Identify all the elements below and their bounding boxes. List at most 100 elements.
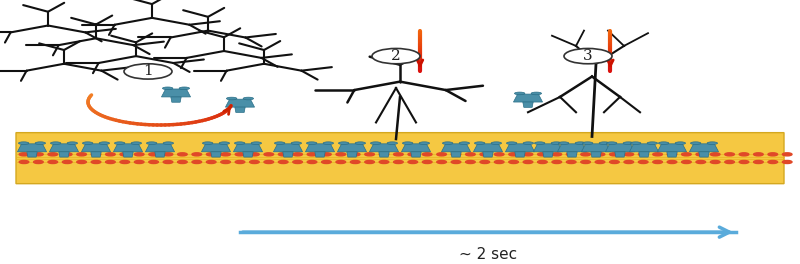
Polygon shape (347, 152, 357, 157)
Circle shape (250, 153, 259, 156)
Circle shape (120, 153, 130, 156)
Circle shape (106, 161, 115, 163)
Ellipse shape (419, 142, 430, 144)
Circle shape (451, 153, 461, 156)
Polygon shape (283, 152, 293, 157)
Ellipse shape (355, 142, 366, 144)
Circle shape (106, 153, 115, 156)
Circle shape (134, 153, 144, 156)
Circle shape (564, 49, 612, 64)
Circle shape (610, 153, 619, 156)
Ellipse shape (442, 142, 453, 144)
Polygon shape (667, 152, 677, 157)
Polygon shape (590, 152, 602, 157)
Polygon shape (274, 144, 302, 152)
Circle shape (408, 153, 418, 156)
Polygon shape (690, 144, 718, 152)
Polygon shape (338, 144, 366, 152)
Ellipse shape (50, 142, 61, 144)
Circle shape (437, 153, 446, 156)
Circle shape (372, 49, 420, 64)
Polygon shape (534, 144, 562, 152)
Circle shape (624, 153, 634, 156)
Circle shape (768, 161, 778, 163)
Ellipse shape (675, 142, 686, 144)
Polygon shape (474, 144, 502, 152)
Circle shape (206, 153, 216, 156)
Circle shape (91, 153, 101, 156)
Circle shape (322, 161, 331, 163)
Circle shape (437, 161, 446, 163)
Circle shape (19, 153, 29, 156)
Ellipse shape (582, 142, 593, 144)
Circle shape (667, 153, 677, 156)
Circle shape (221, 153, 230, 156)
Ellipse shape (131, 142, 142, 144)
Polygon shape (155, 152, 166, 157)
Circle shape (566, 153, 576, 156)
Circle shape (538, 153, 547, 156)
Circle shape (149, 161, 158, 163)
Circle shape (250, 161, 259, 163)
Text: 2: 2 (391, 49, 401, 63)
Circle shape (34, 153, 43, 156)
Circle shape (34, 161, 43, 163)
Circle shape (739, 153, 749, 156)
Circle shape (552, 161, 562, 163)
Circle shape (696, 161, 706, 163)
Polygon shape (483, 152, 493, 157)
Circle shape (336, 153, 346, 156)
Circle shape (466, 161, 475, 163)
Polygon shape (27, 152, 38, 157)
Circle shape (480, 161, 490, 163)
Circle shape (394, 161, 403, 163)
Circle shape (178, 153, 187, 156)
Ellipse shape (647, 142, 658, 144)
Circle shape (754, 161, 763, 163)
Text: 1: 1 (143, 64, 153, 78)
Polygon shape (515, 152, 525, 157)
Polygon shape (171, 97, 182, 102)
Ellipse shape (274, 142, 285, 144)
Circle shape (739, 161, 749, 163)
Polygon shape (243, 152, 253, 157)
Ellipse shape (551, 142, 562, 144)
Circle shape (77, 153, 86, 156)
Circle shape (682, 161, 691, 163)
Circle shape (422, 161, 432, 163)
Circle shape (293, 161, 302, 163)
Polygon shape (235, 107, 245, 112)
Ellipse shape (99, 142, 110, 144)
Polygon shape (658, 144, 686, 152)
Polygon shape (202, 144, 230, 152)
Polygon shape (582, 144, 610, 152)
Polygon shape (91, 152, 101, 157)
Polygon shape (506, 144, 534, 152)
Circle shape (494, 161, 504, 163)
Circle shape (581, 161, 590, 163)
Circle shape (581, 153, 590, 156)
Circle shape (466, 153, 475, 156)
Polygon shape (411, 152, 421, 157)
Circle shape (221, 161, 230, 163)
Circle shape (206, 161, 216, 163)
Polygon shape (123, 152, 134, 157)
Circle shape (480, 153, 490, 156)
Circle shape (235, 153, 245, 156)
Ellipse shape (251, 142, 262, 144)
Circle shape (696, 153, 706, 156)
Circle shape (134, 161, 144, 163)
Ellipse shape (514, 92, 525, 95)
Ellipse shape (599, 142, 610, 144)
Circle shape (610, 161, 619, 163)
Ellipse shape (534, 142, 545, 144)
Circle shape (19, 161, 29, 163)
Circle shape (350, 161, 360, 163)
Ellipse shape (623, 142, 634, 144)
Circle shape (451, 161, 461, 163)
Ellipse shape (146, 142, 157, 144)
Circle shape (408, 161, 418, 163)
Circle shape (624, 161, 634, 163)
Circle shape (48, 153, 58, 156)
Circle shape (394, 153, 403, 156)
